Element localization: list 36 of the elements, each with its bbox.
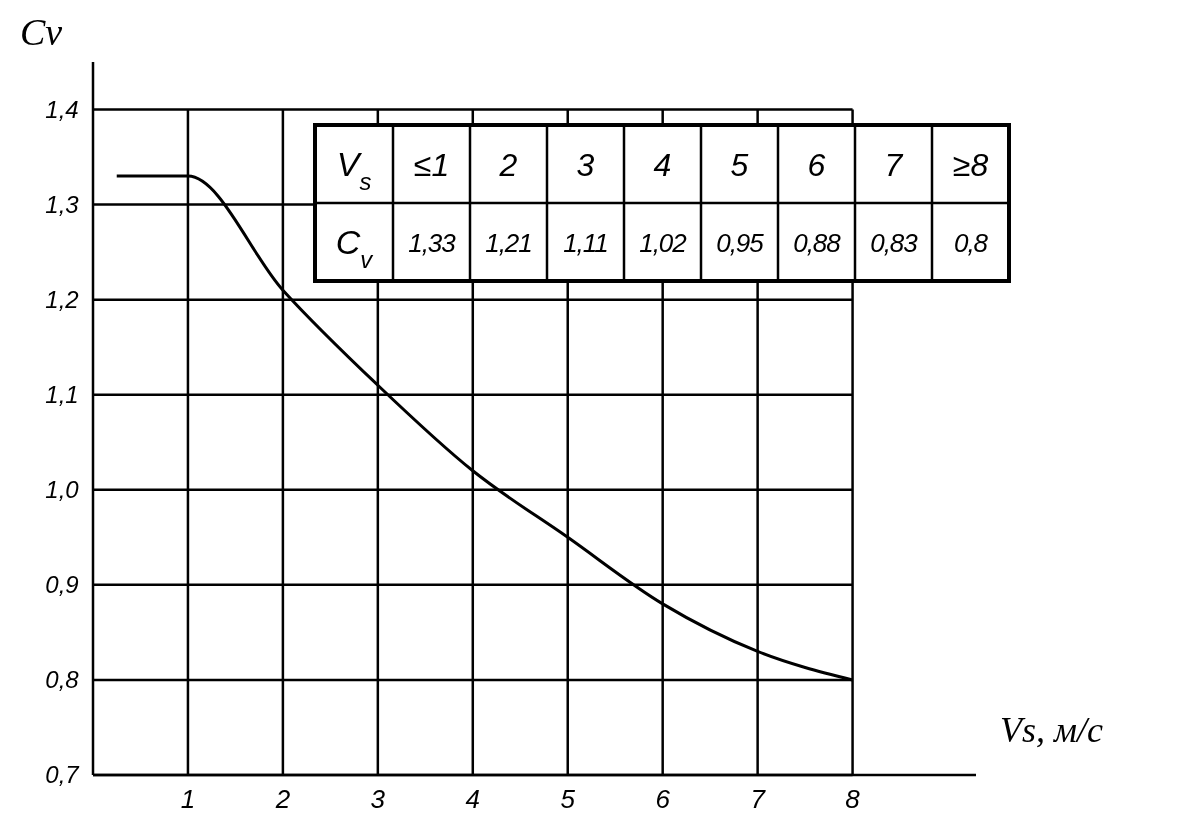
y-tick-label: 1,4: [45, 95, 79, 123]
annotation: 6: [807, 147, 826, 183]
annotation: 5: [730, 147, 749, 183]
y-tick-label: 1,0: [45, 475, 80, 503]
x-tick-label: 3: [370, 784, 386, 814]
x-tick-label: 5: [560, 784, 576, 814]
annotation: ≥8: [952, 147, 989, 183]
annotation: V$_{s}$: [336, 145, 372, 195]
y-axis-title: Cv: [20, 11, 63, 53]
annotation: 1,33: [408, 228, 457, 258]
annotation: 0,8: [953, 228, 989, 258]
annotation: 0,88: [793, 228, 842, 258]
y-tick-label: 1,2: [45, 285, 79, 313]
x-tick-label: 6: [655, 784, 671, 814]
x-axis-title: Vs, м/с: [1000, 710, 1103, 750]
annotation: 0,83: [870, 228, 919, 258]
x-tick-label: 1: [180, 784, 196, 814]
annotation: 3: [576, 147, 595, 183]
annotation: ≤1: [413, 147, 450, 183]
x-tick-label: 8: [845, 784, 861, 814]
annotation: 1,02: [639, 228, 688, 258]
annotation: 2: [498, 147, 518, 183]
y-tick-label: 1,3: [45, 190, 80, 218]
x-tick-label: 2: [274, 784, 291, 814]
annotation: 1,21: [485, 228, 532, 258]
x-tick-label: 7: [750, 784, 767, 814]
y-tick-label: 0,9: [45, 570, 79, 598]
y-tick-label: 0,7: [45, 761, 81, 788]
y-tick-label: 1,1: [45, 380, 79, 408]
annotation: 0,95: [716, 228, 765, 258]
x-tick-label: 4: [465, 784, 481, 814]
annotation: 7: [884, 147, 904, 183]
annotation: 1,11: [563, 228, 608, 258]
y-tick-label: 0,8: [45, 665, 80, 693]
annotation: C$_{v}$: [335, 223, 375, 273]
annotation: 4: [653, 147, 672, 183]
